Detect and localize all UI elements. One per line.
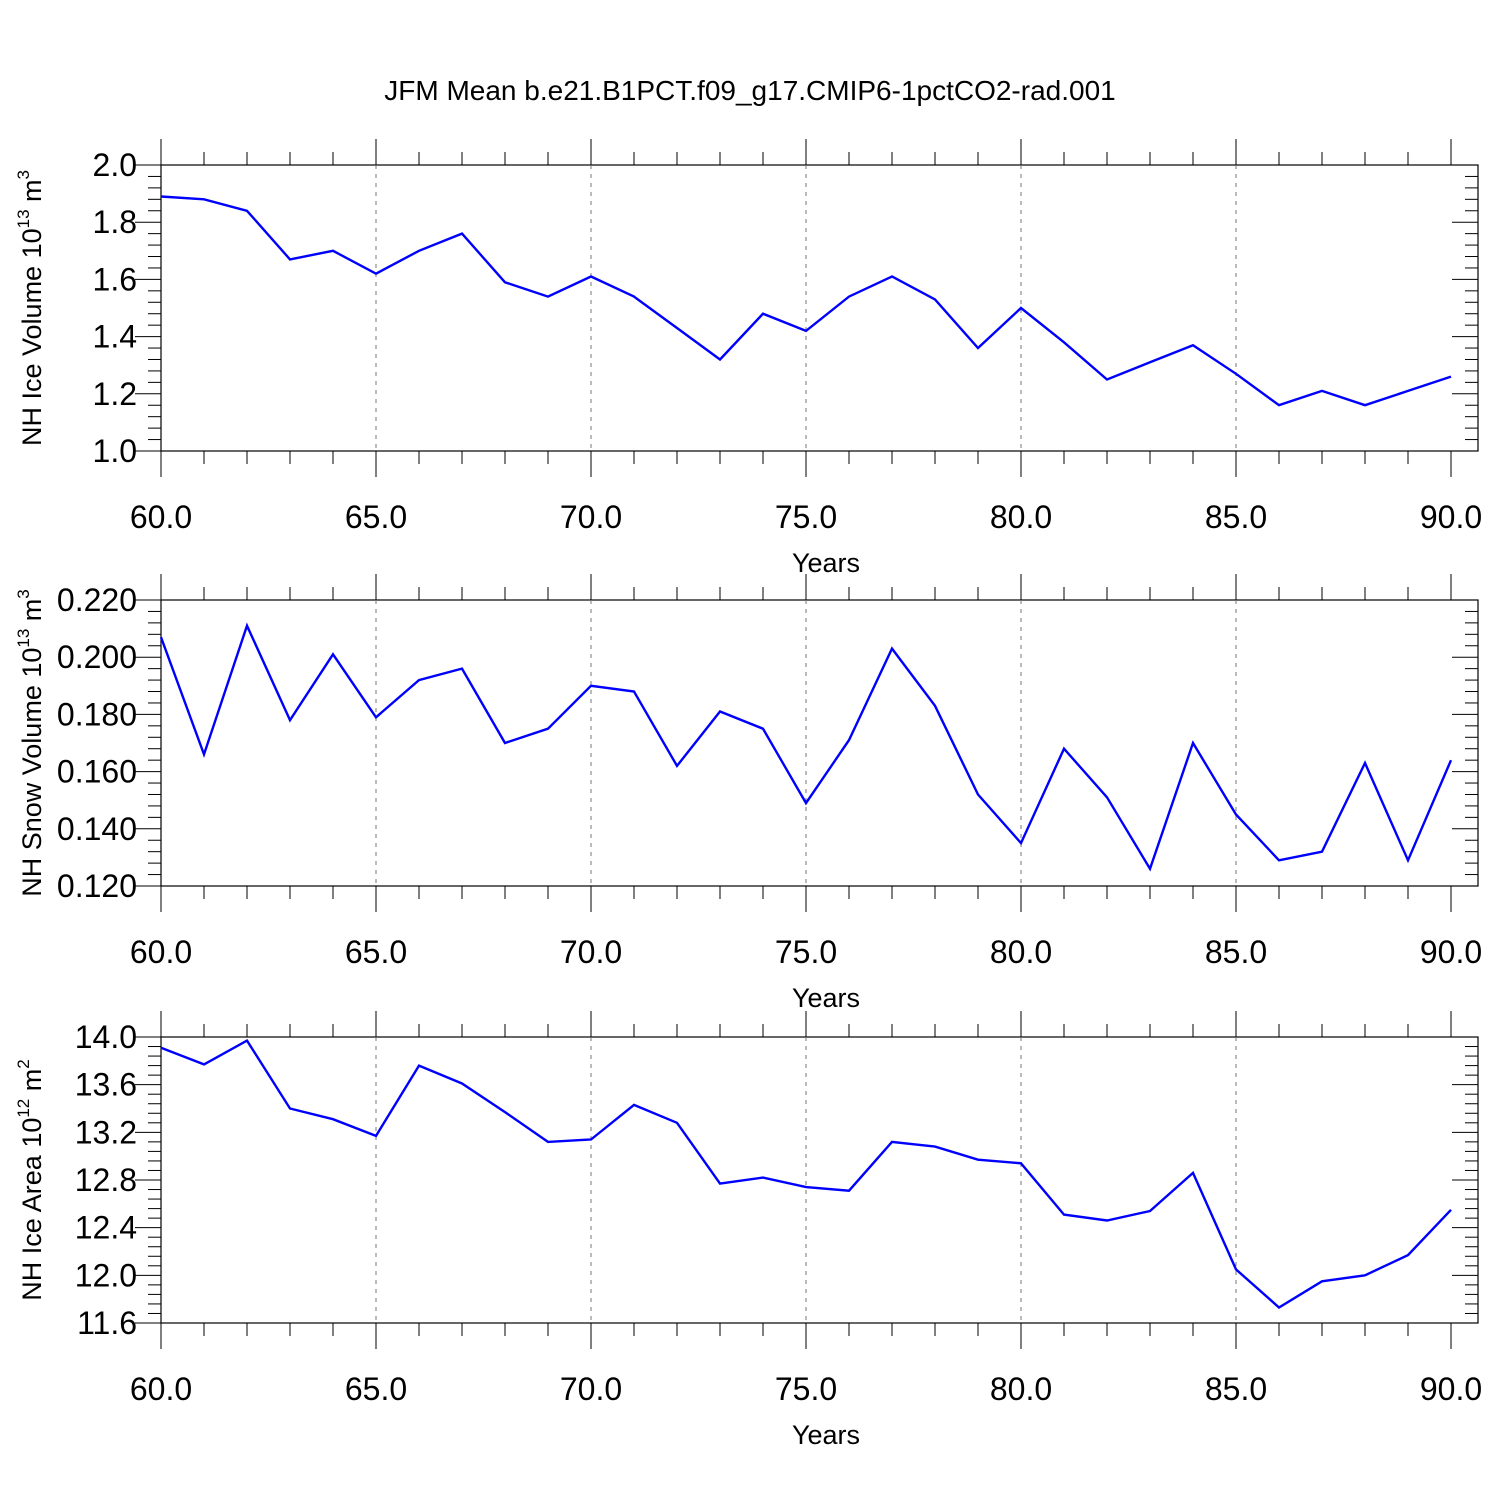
y-tick-label: 12.8: [75, 1162, 137, 1198]
x-tick-label: 65.0: [345, 1371, 407, 1407]
y-axis-label: NH Snow Volume 1013 m3: [14, 589, 47, 897]
figure-title: JFM Mean b.e21.B1PCT.f09_g17.CMIP6-1pctC…: [384, 75, 1115, 106]
x-tick-label: 90.0: [1420, 499, 1482, 535]
x-tick-label: 90.0: [1420, 934, 1482, 970]
x-tick-label: 90.0: [1420, 1371, 1482, 1407]
x-axis-label: Years: [792, 983, 860, 1013]
series-line: [160, 195, 1452, 407]
x-tick-label: 75.0: [775, 934, 837, 970]
x-tick-label: 80.0: [990, 499, 1052, 535]
y-tick-label: 13.6: [75, 1067, 137, 1103]
plot-frame: [160, 164, 1479, 452]
y-tick-label: 1.4: [93, 319, 137, 355]
x-tick-label: 85.0: [1205, 499, 1267, 535]
y-axis-label: NH Ice Area 1012 m2: [14, 1059, 47, 1300]
x-tick-label: 70.0: [560, 499, 622, 535]
y-tick-label: 0.120: [57, 868, 137, 904]
x-tick-label: 70.0: [560, 1371, 622, 1407]
y-tick-label: 14.0: [75, 1019, 137, 1055]
y-tick-label: 1.6: [93, 261, 137, 297]
x-axis-label: Years: [792, 548, 860, 578]
x-tick-label: 75.0: [775, 499, 837, 535]
x-tick-label: 60.0: [130, 499, 192, 535]
series-line: [160, 1039, 1452, 1309]
y-tick-label: 0.200: [57, 639, 137, 675]
x-tick-label: 60.0: [130, 934, 192, 970]
y-tick-label: 0.160: [57, 754, 137, 790]
x-tick-label: 85.0: [1205, 1371, 1267, 1407]
x-axis-label: Years: [792, 1420, 860, 1450]
x-tick-label: 80.0: [990, 1371, 1052, 1407]
y-tick-label: 0.140: [57, 811, 137, 847]
plot-frame: [160, 599, 1479, 887]
y-tick-label: 13.2: [75, 1114, 137, 1150]
panel-1: 60.0 65.0 70.0 75.0 80.0 85.0 90.0 Years 1.0 1.2 1…: [14, 139, 1482, 578]
y-tick-label: 1.2: [93, 376, 137, 412]
panel-2: 60.0 65.0 70.0 75.0 80.0 85.0 90.0 Years 0.120 0.…: [14, 574, 1482, 1013]
y-tick-label: 1.0: [93, 433, 137, 469]
panel-3: 60.0 65.0 70.0 75.0 80.0 85.0 90.0 Years 11.6 12.…: [14, 1011, 1482, 1450]
x-tick-label: 75.0: [775, 1371, 837, 1407]
x-tick-label: 60.0: [130, 1371, 192, 1407]
y-tick-label: 11.6: [77, 1305, 137, 1341]
x-tick-label: 65.0: [345, 499, 407, 535]
y-axis-label: NH Ice Volume 1013 m3: [14, 170, 47, 446]
x-tick-label: 85.0: [1205, 934, 1267, 970]
x-tick-label: 70.0: [560, 934, 622, 970]
x-tick-label: 80.0: [990, 934, 1052, 970]
y-tick-label: 12.0: [75, 1257, 137, 1293]
y-tick-label: 0.220: [57, 582, 137, 618]
x-tick-label: 65.0: [345, 934, 407, 970]
y-tick-label: 1.8: [93, 204, 137, 240]
y-tick-label: 12.4: [75, 1210, 137, 1246]
series-line: [159, 622, 1453, 872]
plot-frame: [160, 1036, 1479, 1324]
y-tick-label: 2.0: [93, 147, 137, 183]
y-tick-label: 0.180: [57, 696, 137, 732]
